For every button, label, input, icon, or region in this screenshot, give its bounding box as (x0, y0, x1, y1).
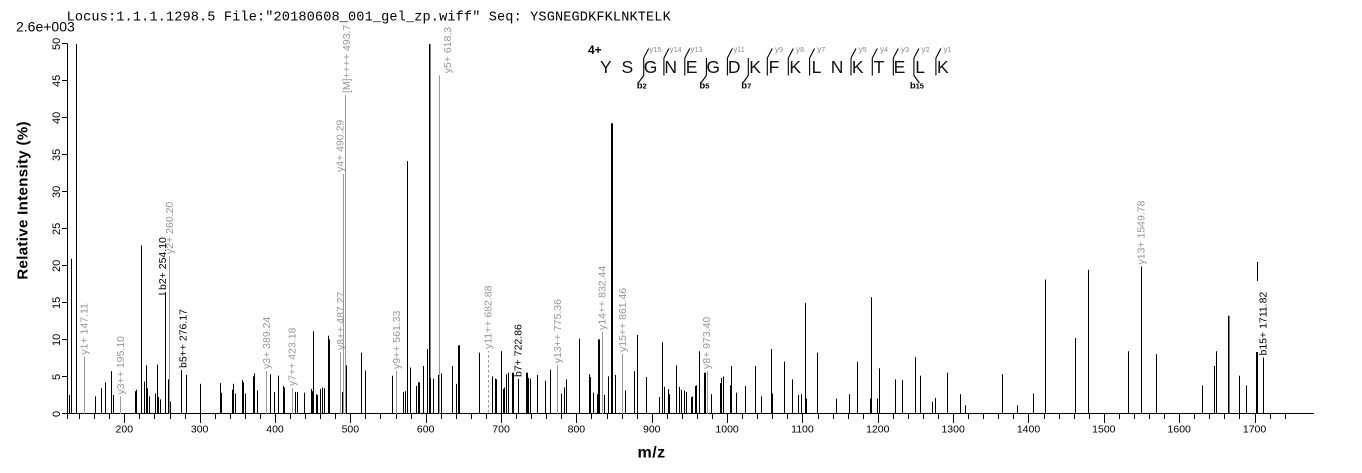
svg-text:K: K (852, 57, 864, 77)
svg-text:y11++ 682.88: y11++ 682.88 (482, 285, 494, 349)
svg-text:E: E (686, 57, 698, 77)
svg-text:y13: y13 (690, 44, 702, 54)
svg-text:400: 400 (266, 424, 284, 436)
svg-text:y1: y1 (943, 44, 951, 54)
svg-text:1200: 1200 (866, 424, 890, 436)
svg-text:b15: b15 (910, 81, 924, 92)
svg-text:G: G (644, 57, 658, 77)
svg-text:2.6e+003: 2.6e+003 (16, 18, 75, 34)
svg-text:700: 700 (492, 424, 510, 436)
svg-text:5: 5 (51, 374, 63, 380)
svg-text:y9++ 561.33: y9++ 561.33 (391, 310, 403, 369)
svg-text:y3++ 195.10: y3++ 195.10 (115, 336, 127, 395)
svg-text:b2+ 254.10: b2+ 254.10 (157, 237, 169, 290)
svg-text:45: 45 (51, 75, 63, 87)
svg-text:10: 10 (51, 334, 63, 346)
svg-text:y4+ 490.29: y4+ 490.29 (335, 120, 347, 172)
svg-text:1300: 1300 (941, 424, 965, 436)
svg-text:y5+ 618.3: y5+ 618.3 (442, 27, 454, 74)
svg-text:20: 20 (51, 260, 63, 272)
svg-text:y9: y9 (775, 44, 783, 54)
svg-text:y15: y15 (649, 44, 661, 54)
svg-text:m/z: m/z (638, 444, 666, 461)
svg-text:50: 50 (51, 38, 63, 50)
svg-text:1400: 1400 (1017, 424, 1041, 436)
svg-text:500: 500 (342, 424, 360, 436)
svg-text:y5: y5 (859, 44, 867, 54)
svg-text:25: 25 (51, 223, 63, 235)
svg-text:b5++ 276.17: b5++ 276.17 (177, 309, 189, 368)
svg-text:y8: y8 (796, 44, 804, 54)
svg-text:y13++ 775.36: y13++ 775.36 (552, 299, 564, 363)
svg-text:y14++ 832.44: y14++ 832.44 (597, 266, 609, 330)
svg-text:1100: 1100 (791, 424, 814, 436)
svg-text:K: K (789, 57, 801, 77)
svg-text:D: D (728, 57, 741, 77)
svg-text:0: 0 (51, 411, 63, 417)
svg-text:y2: y2 (921, 44, 929, 54)
svg-text:b7: b7 (741, 81, 751, 92)
svg-text:y7++ 423.18: y7++ 423.18 (287, 327, 299, 386)
svg-text:G: G (706, 57, 720, 77)
svg-text:35: 35 (51, 149, 63, 161)
svg-text:30: 30 (51, 186, 63, 198)
svg-text:Relative Intensity (%): Relative Intensity (%) (15, 121, 32, 280)
svg-text:1600: 1600 (1168, 424, 1192, 436)
svg-text:y3: y3 (901, 44, 909, 54)
svg-text:b15+ 1711.82: b15+ 1711.82 (1258, 292, 1270, 356)
svg-text:K: K (749, 57, 761, 77)
svg-text:E: E (894, 57, 906, 77)
svg-text:L: L (812, 57, 822, 77)
svg-text:300: 300 (191, 424, 209, 436)
svg-text:1000: 1000 (715, 424, 739, 436)
svg-text:800: 800 (568, 424, 586, 436)
svg-text:N: N (664, 57, 677, 77)
svg-text:F: F (769, 57, 780, 77)
svg-text:y15++ 861.46: y15++ 861.46 (617, 288, 629, 352)
svg-text:L: L (915, 57, 925, 77)
svg-text:y8+ 973.40: y8+ 973.40 (701, 317, 713, 369)
svg-text:T: T (874, 57, 885, 77)
svg-text:y13+ 1549.78: y13+ 1549.78 (1136, 200, 1148, 264)
svg-text:4+: 4+ (588, 43, 602, 57)
svg-text:y4: y4 (880, 44, 888, 54)
svg-text:b5: b5 (699, 81, 709, 92)
svg-text:N: N (831, 57, 844, 77)
svg-text:y11: y11 (733, 44, 745, 54)
svg-text:[M]++++ 493.7: [M]++++ 493.7 (341, 25, 353, 93)
svg-text:900: 900 (643, 424, 661, 436)
svg-text:S: S (622, 57, 634, 77)
svg-text:b7+ 722.86: b7+ 722.86 (513, 324, 525, 377)
svg-text:y3+ 389.24: y3+ 389.24 (261, 317, 273, 369)
svg-text:Locus:1.1.1.1298.5 File:"20180: Locus:1.1.1.1298.5 File:"20180608_001_ge… (67, 11, 672, 26)
svg-text:Y: Y (600, 57, 612, 77)
svg-text:1700: 1700 (1243, 424, 1267, 436)
svg-text:15: 15 (51, 297, 63, 309)
svg-text:1500: 1500 (1092, 424, 1116, 436)
svg-text:b2: b2 (637, 81, 647, 92)
svg-text:600: 600 (417, 424, 435, 436)
svg-text:y2+ 260.20: y2+ 260.20 (164, 202, 176, 254)
svg-text:y14: y14 (669, 44, 681, 54)
svg-text:y7: y7 (817, 44, 825, 54)
svg-text:40: 40 (51, 112, 63, 124)
svg-text:K: K (937, 57, 949, 77)
svg-text:y1+ 147.11: y1+ 147.11 (79, 303, 91, 355)
svg-text:200: 200 (116, 424, 134, 436)
